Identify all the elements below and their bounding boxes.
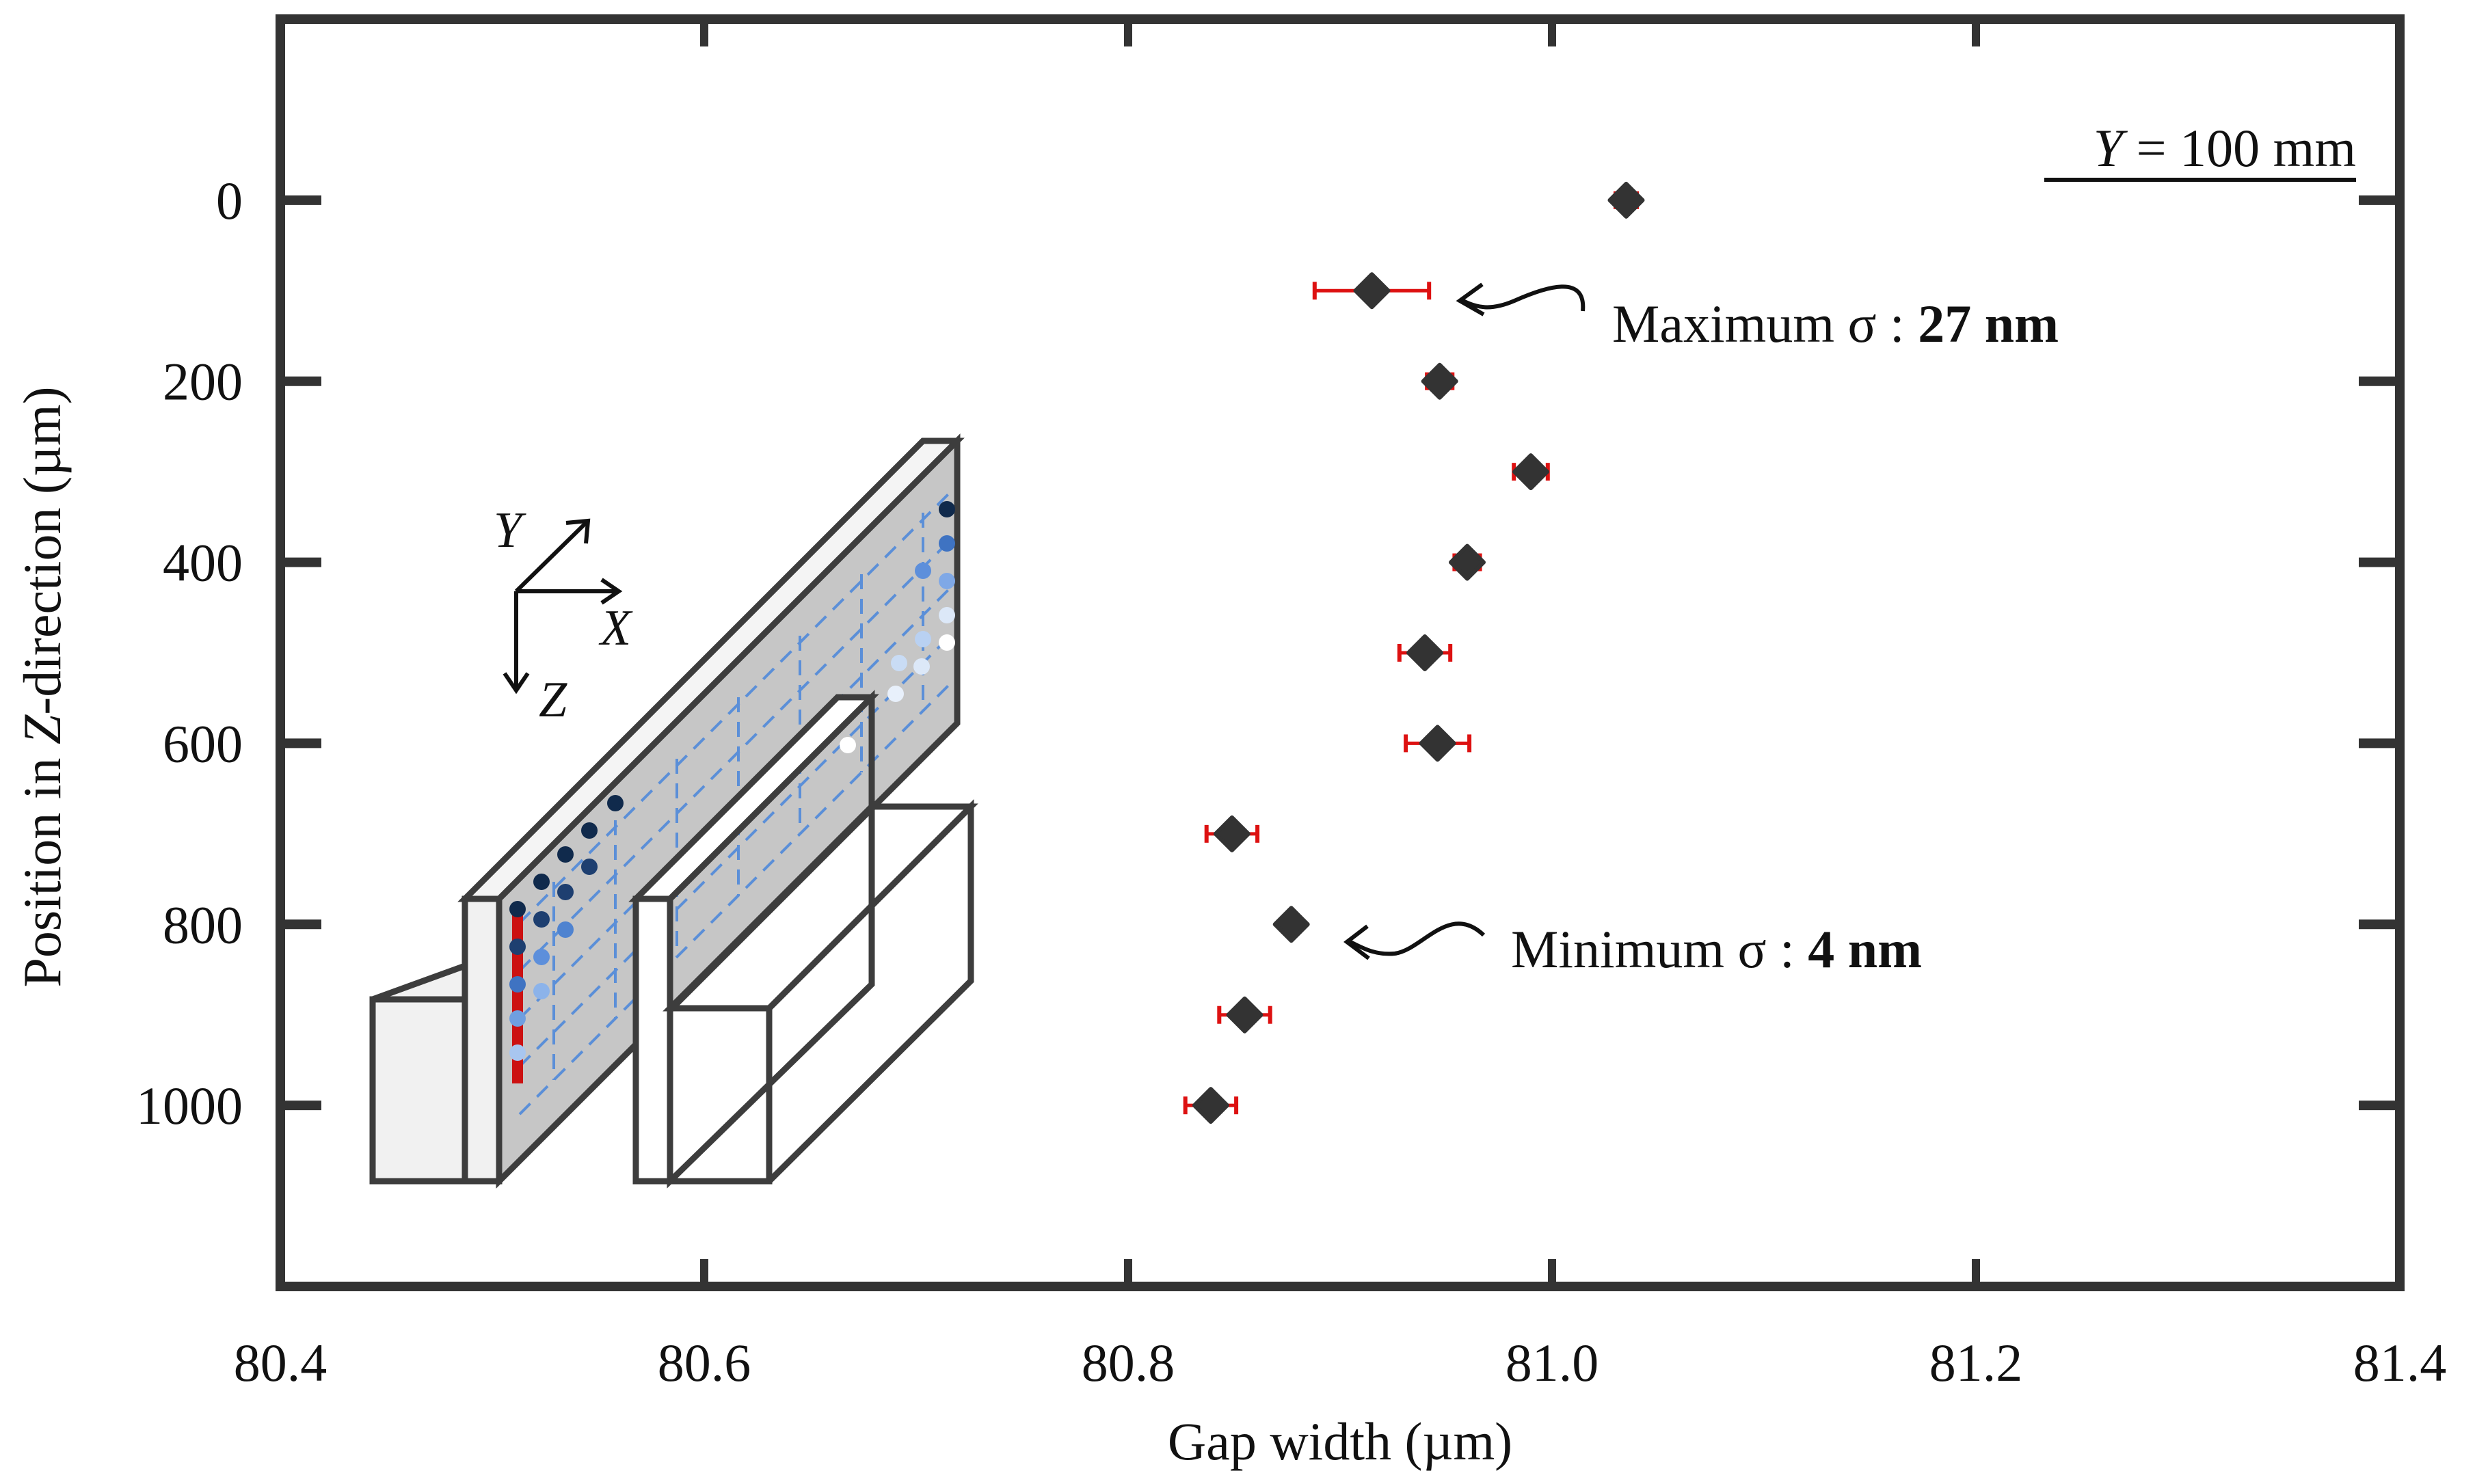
diamond-marker: [1421, 362, 1458, 400]
diamond-marker: [1192, 1087, 1229, 1124]
y-tick-label: 0: [216, 171, 243, 230]
diamond-marker: [1353, 272, 1391, 310]
data-point: [1217, 996, 1272, 1034]
data-point: [1404, 725, 1472, 762]
x-ticks: 80.4 80.6 80.8 81.0 81.2 81.4: [234, 19, 2447, 1392]
y-ticks: 0 200 400 600 800 1000: [136, 171, 2400, 1135]
min-sigma-label: Minimum σ : 4 nm: [1511, 919, 1922, 979]
diamond-marker: [1607, 181, 1645, 219]
plot-frame: [276, 14, 2405, 1291]
diamond-marker: [1213, 815, 1250, 852]
diamond-marker: [1449, 543, 1486, 581]
diamond-marker: [1406, 634, 1443, 671]
y-tick-label: 1000: [136, 1076, 243, 1135]
diamond-marker: [1272, 906, 1310, 943]
diamond-marker: [1512, 453, 1549, 491]
axis-label-y: Y: [494, 502, 526, 558]
data-point: [1512, 453, 1550, 491]
diamond-marker: [1226, 996, 1263, 1034]
min-sigma-arrowhead: [1343, 924, 1370, 960]
measurement-dots: [509, 501, 955, 1061]
x-tick-label: 80.8: [1082, 1333, 1175, 1392]
x-tick-label: 81.0: [1506, 1333, 1599, 1392]
x-tick-label: 80.6: [658, 1333, 751, 1392]
coordinate-axes: [503, 518, 623, 694]
y-tick-label: 400: [163, 533, 243, 593]
data-point: [1183, 1087, 1239, 1124]
x-tick-label: 80.4: [234, 1333, 327, 1392]
data-point: [1204, 815, 1260, 852]
max-sigma-arrowhead: [1456, 282, 1485, 316]
slab-left-front: [369, 996, 468, 1185]
x-tick-label: 81.4: [2353, 1333, 2447, 1392]
channel-schematic: Y X Z: [369, 433, 978, 1189]
y-tick-label: 800: [163, 895, 243, 954]
data-point: [1421, 362, 1458, 400]
data-point: [1397, 634, 1453, 671]
data-points: [1183, 181, 1645, 1124]
x-tick-label: 81.2: [1929, 1333, 2023, 1392]
y-tick-label: 600: [163, 714, 243, 773]
max-sigma-label: Maximum σ : 27 nm: [1612, 294, 2059, 353]
data-point: [1607, 181, 1645, 219]
y-tick-label: 200: [163, 352, 243, 412]
axis-label-z: Z: [539, 672, 567, 728]
data-point: [1449, 543, 1486, 581]
plate-front: [462, 895, 503, 1185]
y-position-label: Y = 100 mm: [2094, 118, 2356, 178]
max-sigma-arrow: [1462, 284, 1586, 312]
axis-label-x: X: [598, 600, 633, 656]
y-axis-title: Position in Z-direction (µm): [12, 386, 72, 987]
min-sigma-arrow: [1349, 921, 1486, 956]
diamond-marker: [1419, 725, 1456, 762]
x-axis-title: Gap width (µm): [1168, 1412, 1512, 1471]
data-point: [1312, 272, 1432, 310]
box-mid-front: [632, 895, 673, 1185]
data-point: [1272, 906, 1310, 943]
